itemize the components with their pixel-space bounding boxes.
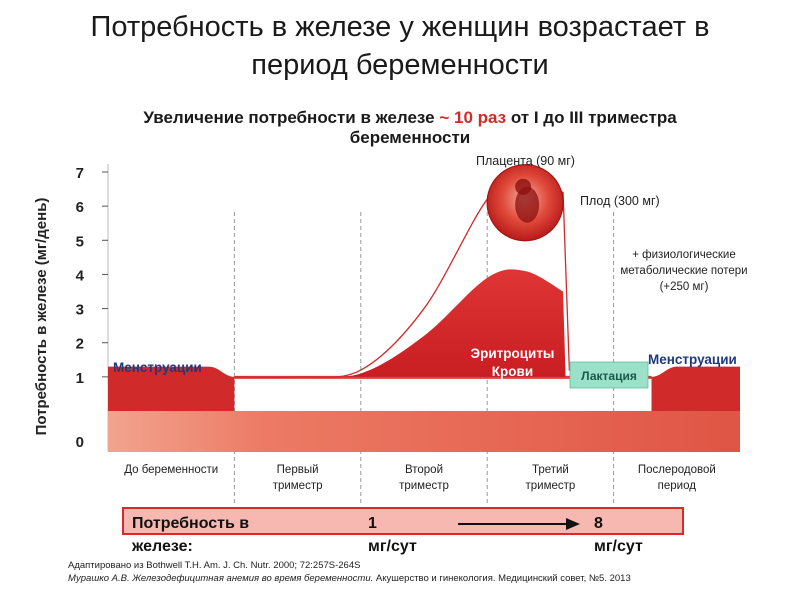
annotation-metabolic-line-3: (+250 мг): [660, 281, 709, 293]
annotation-menstruation-right: Менструации: [648, 352, 737, 367]
footnote-author: Мурашко А.В. Железодефицитная анемия во …: [68, 573, 376, 584]
annotation-fetus: Плод (300 мг): [580, 194, 660, 208]
title-line-1: Потребность в железе у женщин возрастает…: [90, 11, 710, 43]
y-tick-label-4: 4: [76, 267, 85, 284]
annotation-menstruation-left: Менструации: [113, 360, 202, 375]
y-tick-label-7: 7: [76, 165, 84, 182]
summary-from-value: 1: [368, 515, 377, 532]
fetus-head: [515, 178, 532, 195]
footnote-line-1: Адаптировано из Bothwell T.H. Am. J. Ch.…: [68, 560, 361, 571]
x-category-label-2-line-2: триместр: [273, 480, 323, 492]
x-category-label-1-line-1: До беременности: [124, 464, 218, 476]
summary-box: [122, 507, 684, 535]
x-category-label-3-line-2: триместр: [399, 480, 449, 492]
chart-subtitle: Увеличение потребности в железе ~ 10 раз…: [40, 108, 780, 148]
annotation-metabolic-line-1: + физиологические: [632, 249, 735, 261]
y-tick-label-6: 6: [76, 199, 84, 216]
summary-label-line-1: Потребность в: [132, 515, 250, 532]
x-category-label-5-line-2: период: [658, 480, 697, 492]
lactation-box: [569, 361, 649, 389]
x-category-label-4-line-2: триместр: [525, 480, 575, 492]
menstruation-left-bar: [108, 366, 235, 411]
y-tick-label-3: 3: [76, 302, 84, 319]
page-title: Потребность в железе у женщин возрастает…: [0, 8, 800, 84]
x-category-label-2-line-1: Первый: [277, 464, 319, 476]
footnote-line-2: Мурашко А.В. Железодефицитная анемия во …: [68, 573, 631, 585]
erythrocytes-area: [297, 269, 566, 378]
x-category-label-3-line-1: Второй: [405, 464, 443, 476]
annotation-erythrocytes-line-2: Крови: [492, 364, 533, 379]
x-category-label-4-line-1: Третий: [532, 464, 569, 476]
baseline-strip: [234, 375, 652, 379]
x-category-label-5-line-1: Послеродовой: [638, 464, 716, 476]
y-tick-label-5: 5: [76, 233, 84, 250]
subtitle-line-1: Увеличение потребности в железе ~ 10 раз…: [40, 108, 780, 128]
summary-label-line-2: железе:: [132, 538, 193, 555]
baseline-band: [108, 411, 740, 452]
y-tick-label-0: 0: [76, 434, 84, 451]
subtitle-line-2: беременности: [349, 128, 471, 147]
annotation-lactation: Лактация: [581, 369, 637, 383]
fetus-body: [515, 186, 540, 223]
summary-to-unit: мг/сут: [594, 538, 643, 555]
y-tick-label-2: 2: [76, 336, 84, 353]
y-axis-title: Потребность в железе (мг/день): [33, 198, 50, 436]
footnote-journal: Акушерство и гинекология. Медицинский со…: [375, 573, 631, 584]
menstruation-right-bar: [651, 366, 740, 411]
subtitle-accent: ~ 10 раз: [439, 108, 507, 127]
annotation-metabolic-line-2: метаболические потери: [620, 265, 747, 277]
annotation-erythrocytes-line-3: (500мг): [489, 382, 536, 397]
annotation-placenta: Плацента (90 мг): [476, 154, 575, 168]
subtitle-part-1: Увеличение потребности в железе: [143, 108, 440, 127]
title-line-2: период беременности: [251, 49, 549, 81]
y-tick-label-1: 1: [76, 370, 84, 387]
summary-to-value: 8: [594, 515, 603, 532]
annotation-erythrocytes-line-1: Эритроциты: [470, 346, 554, 361]
summary-from-unit: мг/сут: [368, 538, 417, 555]
subtitle-part-2: от I до III триместра: [506, 108, 677, 127]
